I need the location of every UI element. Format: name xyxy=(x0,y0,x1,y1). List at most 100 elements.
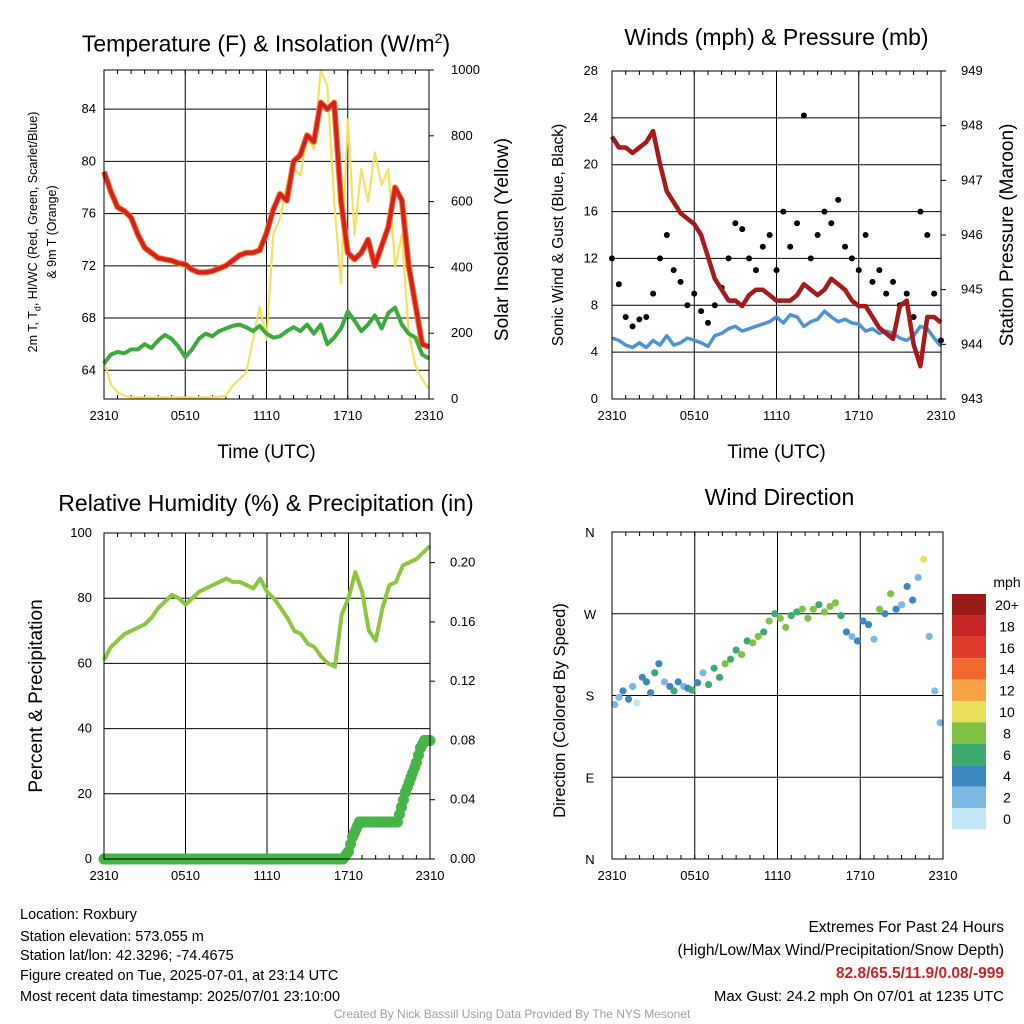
gust-point xyxy=(807,255,814,262)
legend-swatch xyxy=(952,679,986,701)
y-tick-label: 76 xyxy=(82,206,96,221)
direction-point xyxy=(743,637,751,645)
direction-point xyxy=(870,635,878,643)
x-tick-label: 1710 xyxy=(333,408,362,423)
y2-tick-label: 947 xyxy=(961,172,983,187)
y-tick-label: 8 xyxy=(591,297,598,312)
station-elevation: Station elevation: 573.055 m xyxy=(20,929,204,945)
y2-tick-label: 400 xyxy=(451,259,473,274)
direction-point xyxy=(798,605,806,613)
y-tick-label: 4 xyxy=(591,344,598,359)
y-tick-label: E xyxy=(586,770,595,785)
plot-border xyxy=(611,70,942,400)
direction-point xyxy=(771,610,779,618)
legend-swatch xyxy=(952,808,986,830)
y2-tick-label: 0.04 xyxy=(450,792,475,807)
legend-swatch xyxy=(952,615,986,637)
legend-label: 8 xyxy=(1003,725,1011,741)
legend-swatch xyxy=(952,722,986,744)
direction-point xyxy=(925,632,933,641)
y-tick-label: 12 xyxy=(584,250,598,265)
gust-point xyxy=(732,220,739,227)
legend-swatch xyxy=(952,701,986,723)
legend-swatch xyxy=(952,658,986,680)
y2-tick-label: 200 xyxy=(451,325,473,340)
legend-swatch xyxy=(952,743,986,766)
direction-point xyxy=(619,687,627,695)
y2-tick-label: 0.12 xyxy=(450,673,475,688)
direction-point xyxy=(864,621,873,629)
plot-border xyxy=(103,532,431,860)
direction-point xyxy=(820,608,828,616)
x-axis-title: Time (UTC) xyxy=(727,442,826,463)
direction-point xyxy=(624,695,633,703)
direction-point xyxy=(629,682,637,691)
gust-point xyxy=(746,255,753,262)
direction-point xyxy=(837,611,845,620)
recent-timestamp: Most recent data timestamp: 2025/07/01 2… xyxy=(20,989,341,1005)
gust-point xyxy=(670,267,677,274)
gust-point xyxy=(615,281,622,288)
x-tick-label: 1110 xyxy=(764,868,791,883)
x-axis-title: Time (UTC) xyxy=(217,442,316,463)
direction-point xyxy=(704,681,713,689)
y2-tick-label: 949 xyxy=(961,63,983,78)
y2-tick-label: 944 xyxy=(961,336,983,351)
direction-point xyxy=(710,664,718,672)
y-tick-label: 64 xyxy=(82,362,96,377)
gust-point xyxy=(773,267,780,274)
wind-speed-legend: mph 20+ 18 16 14 12 10 8 6 4 2 0 xyxy=(952,574,1021,830)
direction-point xyxy=(688,686,696,694)
wind-direction-chart-title: Wind Direction xyxy=(705,484,855,510)
y-tick-label: 100 xyxy=(70,525,92,540)
extremes-values: 82.8/65.5/11.9/0.08/-999 xyxy=(835,965,1004,982)
y2-tick-label: 800 xyxy=(451,128,473,143)
direction-point xyxy=(936,719,944,727)
direction-point xyxy=(674,678,682,686)
gust-point xyxy=(787,243,794,250)
direction-point xyxy=(931,687,939,695)
direction-point xyxy=(875,605,884,613)
direction-point xyxy=(787,611,795,620)
gust-point xyxy=(869,278,876,285)
y-tick-label: 0 xyxy=(85,851,92,866)
humidity-panel: 2310 0510 1110 1710 2310 0 20 40 60 80 100 0.00 0.04… xyxy=(26,490,475,883)
gust-point xyxy=(848,255,855,262)
x-tick-label: 1710 xyxy=(334,868,363,883)
direction-point xyxy=(633,699,641,707)
gust-point xyxy=(622,314,629,320)
y2-tick-label: 943 xyxy=(961,391,983,406)
gust-point xyxy=(794,220,801,227)
x-tick-label: 2310 xyxy=(416,868,445,883)
direction-point xyxy=(914,573,922,582)
gust-point xyxy=(629,323,636,330)
x-tick-label: 0510 xyxy=(171,868,200,883)
direction-point xyxy=(660,678,669,686)
direction-point xyxy=(909,596,917,604)
relative-humidity-line xyxy=(102,544,432,669)
direction-point xyxy=(754,632,762,641)
y-tick-label: 20 xyxy=(78,786,92,801)
gust-point xyxy=(643,314,650,320)
direction-point xyxy=(903,582,911,591)
legend-label: 6 xyxy=(1003,747,1011,763)
direction-point xyxy=(831,599,840,607)
x-tick-label: 1710 xyxy=(846,868,875,883)
x-tick-label: 1110 xyxy=(253,408,280,423)
y2-axis-title: Station Pressure (Maroon) xyxy=(997,124,1018,347)
y-tick-label: 24 xyxy=(584,110,598,125)
gust-point xyxy=(910,314,917,320)
humidity-chart-title: Relative Humidity (%) & Precipitation (i… xyxy=(58,490,473,516)
y2-tick-label: 0 xyxy=(451,391,458,406)
y-tick-label: 84 xyxy=(82,101,96,116)
y-tick-label: W xyxy=(584,607,597,622)
y-tick-label: 40 xyxy=(78,721,92,736)
extremes-subtitle: (High/Low/Max Wind/Precipitation/Snow De… xyxy=(677,942,1005,959)
x-tick-label: 1110 xyxy=(254,868,281,883)
y2-tick-label: 946 xyxy=(961,227,983,242)
gust-point xyxy=(842,243,849,250)
gust-point xyxy=(931,290,938,297)
gust-point xyxy=(903,290,910,297)
